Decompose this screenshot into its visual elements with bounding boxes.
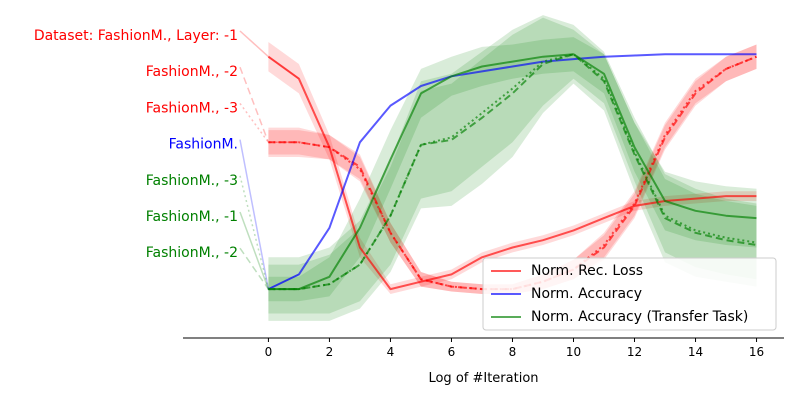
line-series-6 — [268, 53, 757, 291]
line-series-5 — [268, 53, 757, 291]
legend-label-2: Norm. Accuracy (Transfer Task) — [531, 309, 748, 325]
x-axis-title: Log of #Iteration — [428, 371, 538, 386]
x-tick-label-16: 16 — [749, 345, 764, 359]
line-series-3 — [267, 53, 757, 291]
side-labels: Dataset: FashionM., Layer: -1 FashionM., … — [34, 28, 238, 261]
legend-label-0: Norm. Rec. Loss — [531, 263, 643, 279]
x-tick-label-6: 6 — [448, 345, 456, 359]
x-tick-label-8: 8 — [509, 345, 517, 359]
band-series-4 — [268, 37, 757, 302]
line-series-4 — [268, 53, 757, 291]
line-series-0 — [267, 55, 757, 291]
band-series-0 — [268, 42, 757, 294]
x-tick-label-4: 4 — [387, 345, 395, 359]
connector-2 — [239, 102, 299, 144]
side-label-5: FashionM., -1 — [146, 209, 238, 225]
side-label-0: Dataset: FashionM., Layer: -1 — [34, 28, 238, 44]
legend: Norm. Rec. Loss Norm. Accuracy Norm. Accur… — [482, 257, 777, 331]
x-tick-label-0: 0 — [265, 345, 273, 359]
band-series-6 — [268, 17, 757, 314]
side-label-4: FashionM., -3 — [146, 173, 238, 189]
x-axis: 0 2 4 6 8 10 12 14 16 — [183, 337, 784, 359]
line-series-2 — [268, 55, 757, 291]
line-series-1 — [268, 55, 757, 291]
x-tick-label-2: 2 — [326, 345, 334, 359]
side-label-2: FashionM., -3 — [146, 100, 238, 116]
x-tick-label-10: 10 — [566, 345, 581, 359]
x-tick-label-14: 14 — [688, 345, 703, 359]
side-label-1: FashionM., -2 — [146, 64, 238, 80]
band-series-5 — [268, 15, 757, 321]
series-lines — [267, 53, 757, 291]
legend-label-1: Norm. Accuracy — [531, 286, 642, 302]
legend-box — [482, 257, 777, 331]
x-tick-label-12: 12 — [627, 345, 642, 359]
side-label-3: FashionM. — [169, 137, 238, 153]
side-label-6: FashionM., -2 — [146, 245, 238, 261]
